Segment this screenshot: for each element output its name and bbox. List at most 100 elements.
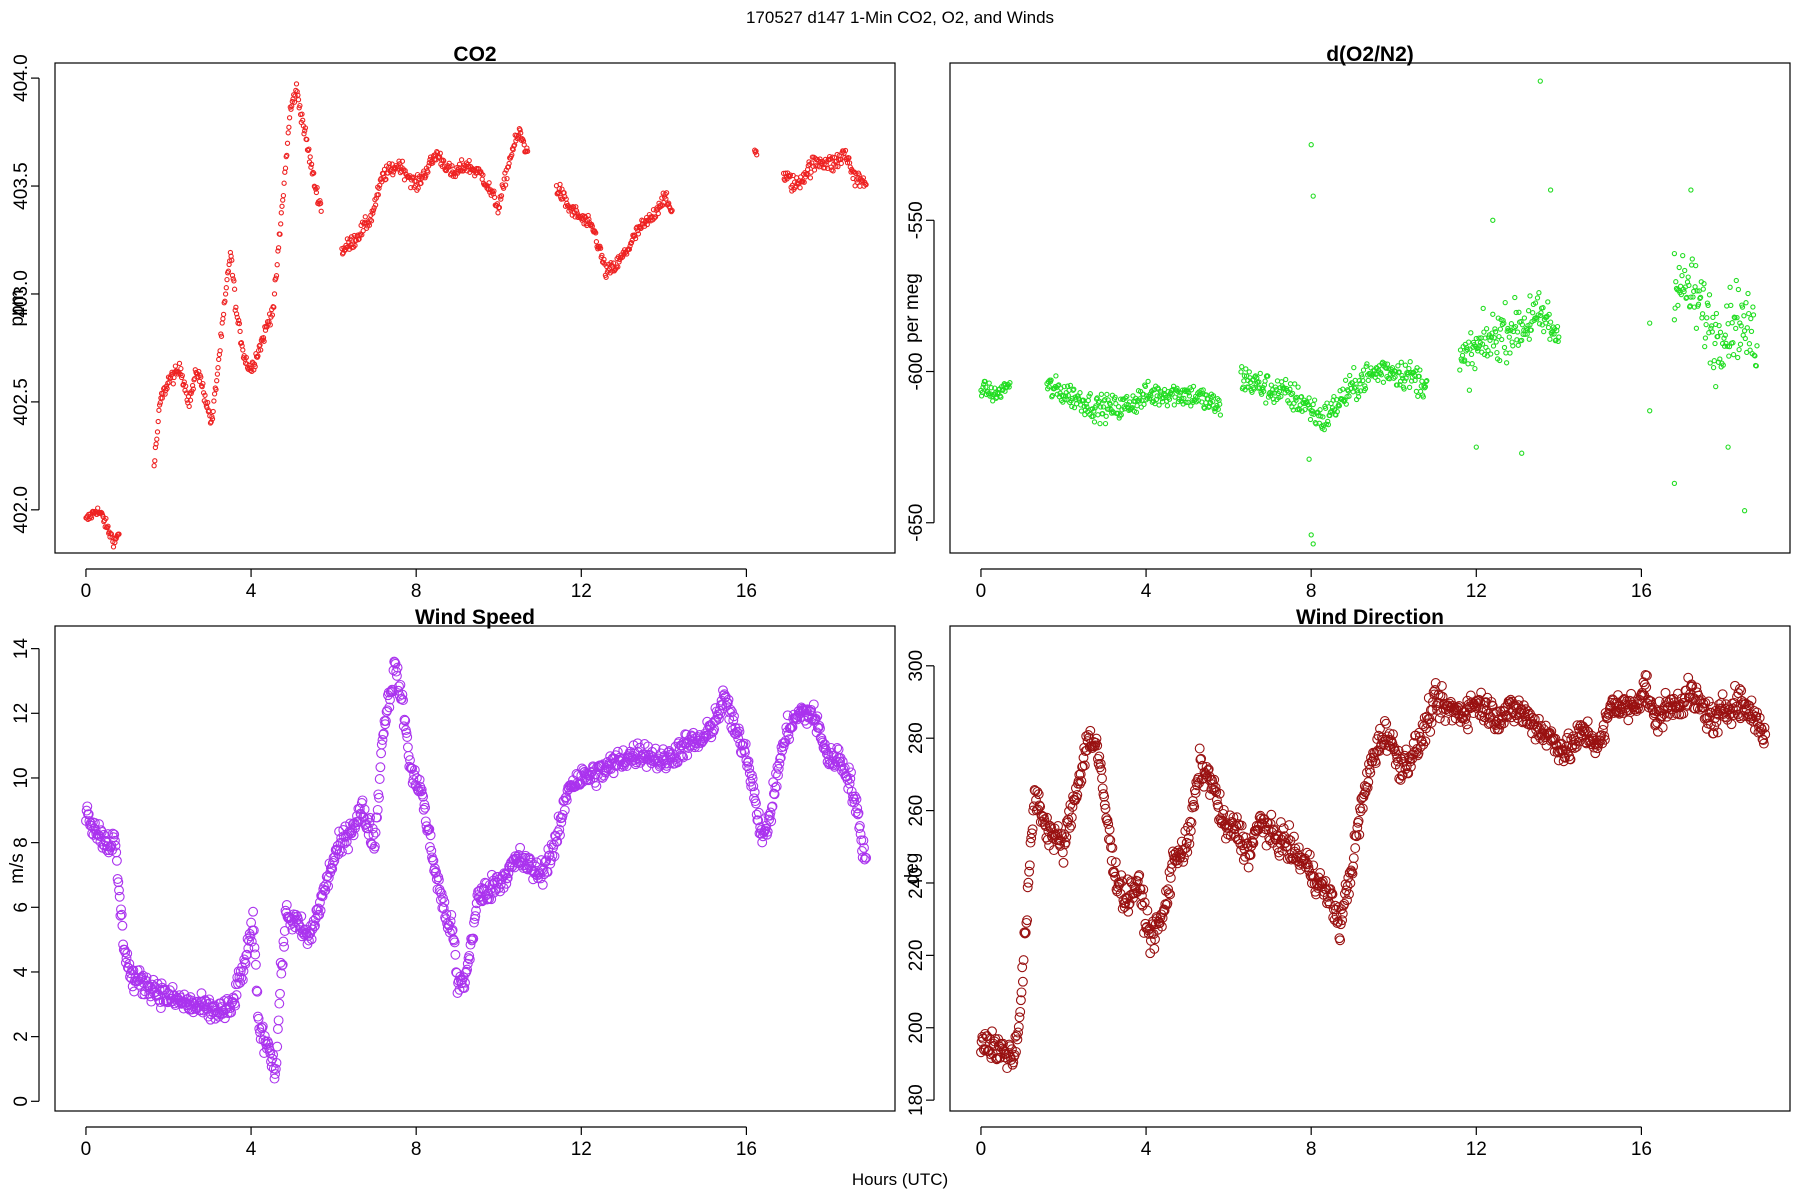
co2-point — [467, 159, 471, 163]
wind-direction-y-axis-label: deg — [902, 853, 923, 885]
co2-point — [308, 155, 312, 159]
co2-point — [220, 321, 224, 325]
o2n2-point — [1703, 345, 1707, 349]
o2n2-point — [1269, 383, 1273, 387]
co2-point — [173, 364, 177, 368]
co2-point — [279, 211, 283, 215]
o2n2-point — [1729, 303, 1733, 307]
o2n2-point — [1172, 403, 1176, 407]
o2n2-point — [1527, 337, 1531, 341]
o2n2-point — [1280, 380, 1284, 384]
o2n2-point — [1728, 285, 1732, 289]
wind-direction-point — [1718, 690, 1727, 699]
wind-speed-y-tick-label: 4 — [11, 966, 32, 977]
co2-point — [225, 278, 229, 282]
o2n2-x-tick-label: 12 — [1466, 581, 1487, 602]
wind-direction-point — [1624, 716, 1633, 725]
co2-point — [460, 158, 464, 162]
o2n2-point — [1522, 316, 1526, 320]
o2n2-point — [1676, 303, 1680, 307]
o2n2-point — [1489, 352, 1493, 356]
co2-x-tick-label: 0 — [81, 581, 92, 602]
o2n2-point — [1751, 313, 1755, 317]
co2-point — [216, 366, 220, 370]
wind-speed-point — [376, 763, 385, 772]
co2-point — [286, 131, 290, 135]
co2-point — [288, 116, 292, 120]
o2n2-point — [1135, 404, 1139, 408]
co2-point — [171, 382, 175, 386]
co2-point — [156, 419, 160, 423]
o2n2-point — [1500, 337, 1504, 341]
o2n2-point — [1712, 366, 1716, 370]
o2n2-point — [1738, 342, 1742, 346]
o2n2-point — [1742, 314, 1746, 318]
co2-point — [281, 198, 285, 202]
o2n2-plot-frame — [950, 63, 1790, 553]
o2n2-point — [1054, 374, 1058, 378]
co2-point — [111, 545, 115, 549]
o2n2-point — [1481, 306, 1485, 310]
o2n2-point — [1416, 394, 1420, 398]
o2n2-x-tick-label: 0 — [976, 581, 987, 602]
o2n2-point — [1747, 342, 1751, 346]
o2n2-point — [1503, 301, 1507, 305]
o2n2-point — [1727, 354, 1731, 358]
o2n2-points — [979, 79, 1759, 546]
co2-point — [505, 177, 509, 181]
o2n2-point — [1104, 414, 1108, 418]
wind-direction-point — [1019, 977, 1028, 986]
co2-x-tick-label: 8 — [411, 581, 422, 602]
o2n2-point — [1732, 353, 1736, 357]
o2n2-point — [1502, 345, 1506, 349]
wind-speed-point — [113, 856, 122, 865]
wind-speed-y-tick-label: 14 — [11, 638, 32, 660]
o2n2-point — [1535, 296, 1539, 300]
wind-direction-x-tick-label: 16 — [1631, 1139, 1652, 1160]
co2-point — [363, 215, 367, 219]
wind-direction-point — [1059, 858, 1068, 867]
wind-speed-panel: Wind Speed0 4 8 12 1602468101214m/s — [7, 606, 895, 1160]
o2n2-point — [1736, 355, 1740, 359]
co2-point — [272, 292, 276, 296]
o2n2-point — [1713, 341, 1717, 345]
wind-direction-point — [1435, 714, 1444, 723]
wind-direction-point — [1014, 1023, 1023, 1032]
o2n2-point — [1498, 327, 1502, 331]
o2n2-point — [1548, 337, 1552, 341]
wind-speed-y-tick-label: 12 — [11, 703, 32, 724]
wind-speed-x-tick-label: 4 — [246, 1139, 257, 1160]
co2-point — [296, 98, 300, 102]
o2n2-point — [1311, 402, 1315, 406]
co2-point — [213, 392, 217, 396]
o2n2-point — [1173, 395, 1177, 399]
co2-point — [275, 263, 279, 267]
wind-speed-x-tick-label: 16 — [736, 1139, 757, 1160]
wind-speed-title: Wind Speed — [415, 606, 535, 629]
o2n2-point — [1485, 327, 1489, 331]
o2n2-point — [1726, 322, 1730, 326]
o2n2-point — [1701, 287, 1705, 291]
wind-direction-point — [1349, 854, 1358, 863]
wind-speed-point — [809, 700, 818, 709]
wind-speed-point — [249, 907, 258, 916]
co2-point — [155, 430, 159, 434]
o2n2-point — [1381, 380, 1385, 384]
co2-point — [177, 361, 181, 365]
o2n2-point — [1705, 316, 1709, 320]
wind-speed-point — [592, 782, 601, 791]
wind-direction-x-tick-label: 12 — [1466, 1139, 1487, 1160]
o2n2-point — [1737, 348, 1741, 352]
co2-y-axis-label: ppm — [7, 290, 28, 327]
co2-point — [496, 211, 500, 215]
co2-point — [280, 204, 284, 208]
o2n2-outlier-point — [1474, 445, 1478, 449]
o2n2-point — [1681, 254, 1685, 258]
wind-direction-title: Wind Direction — [1296, 606, 1444, 629]
o2n2-point — [1513, 295, 1517, 299]
o2n2-point — [1743, 336, 1747, 340]
co2-point — [241, 348, 245, 352]
o2n2-y-tick-label: -650 — [906, 504, 927, 542]
o2n2-point — [1284, 377, 1288, 381]
co2-point — [222, 312, 226, 316]
